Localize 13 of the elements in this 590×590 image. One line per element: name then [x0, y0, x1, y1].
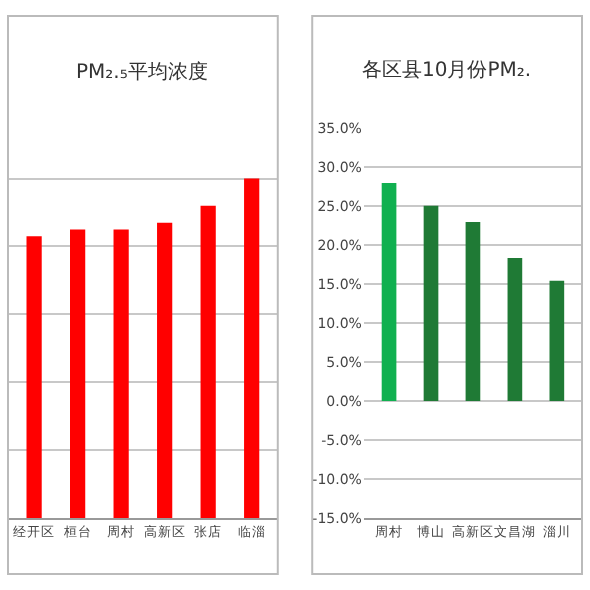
chart-title: PM₂.₅平均浓度 — [76, 60, 208, 84]
bar — [549, 280, 565, 402]
bar — [26, 236, 42, 519]
bar — [507, 258, 523, 402]
bar — [70, 229, 86, 519]
bar — [113, 229, 129, 519]
bar — [381, 183, 397, 402]
bar — [423, 205, 439, 402]
bar — [244, 178, 260, 519]
bar — [157, 222, 173, 519]
bar — [465, 222, 481, 402]
bar — [200, 205, 216, 519]
chart-title: 各区县10月份PM₂. — [362, 60, 532, 82]
